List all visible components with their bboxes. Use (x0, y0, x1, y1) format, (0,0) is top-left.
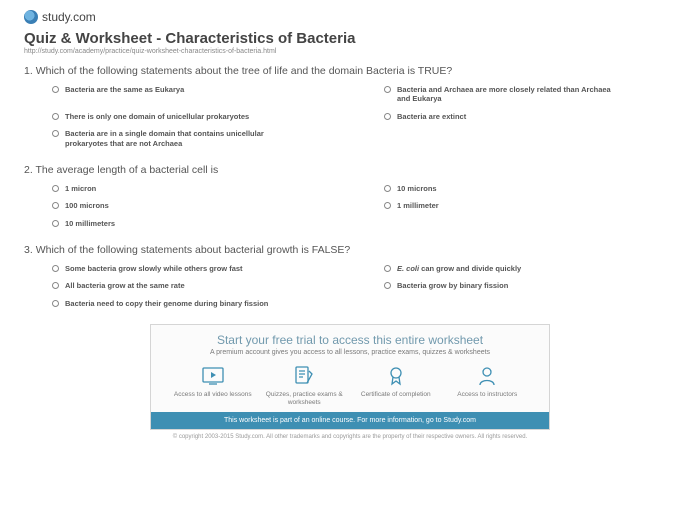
option[interactable]: All bacteria grow at the same rate (52, 281, 344, 290)
radio-icon (384, 86, 391, 93)
radio-icon (384, 265, 391, 272)
option[interactable]: Bacteria are the same as Eukarya (52, 85, 344, 104)
feature-certificate[interactable]: Certificate of completion (356, 364, 436, 406)
radio-icon (52, 86, 59, 93)
option[interactable]: 1 millimeter (384, 201, 676, 210)
promo-subtitle: A premium account gives you access to al… (161, 349, 539, 356)
radio-icon (52, 202, 59, 209)
option-label: E. coli can grow and divide quickly (397, 264, 521, 273)
question-3: 3. Which of the following statements abo… (24, 244, 676, 308)
page-header: study.com Quiz & Worksheet - Characteris… (0, 0, 700, 61)
question-text: 2. The average length of a bacterial cel… (24, 164, 676, 176)
radio-icon (52, 220, 59, 227)
copyright: © copyright 2003-2015 Study.com. All oth… (0, 434, 700, 440)
question-text: 3. Which of the following statements abo… (24, 244, 676, 256)
option-label: 100 microns (65, 201, 109, 210)
option-label: Bacteria are extinct (397, 112, 466, 121)
option[interactable]: There is only one domain of unicellular … (52, 112, 344, 121)
globe-icon (24, 10, 38, 24)
question-2: 2. The average length of a bacterial cel… (24, 164, 676, 228)
option[interactable]: Bacteria are in a single domain that con… (52, 129, 344, 148)
option-label: Bacteria need to copy their genome durin… (65, 299, 268, 308)
option[interactable]: Bacteria grow by binary fission (384, 281, 676, 290)
radio-icon (384, 202, 391, 209)
option[interactable]: 10 microns (384, 184, 676, 193)
option-label: 1 micron (65, 184, 96, 193)
option-label: 10 millimeters (65, 219, 115, 228)
option[interactable]: 100 microns (52, 201, 344, 210)
option-label: Bacteria are the same as Eukarya (65, 85, 184, 94)
brand-logo[interactable]: study.com (24, 10, 676, 24)
option[interactable]: Some bacteria grow slowly while others g… (52, 264, 344, 273)
promo-features: Access to all video lessons Quizzes, pra… (161, 364, 539, 406)
option-label: 1 millimeter (397, 201, 439, 210)
radio-icon (52, 113, 59, 120)
radio-icon (52, 282, 59, 289)
promo-title: Start your free trial to access this ent… (161, 333, 539, 347)
feature-label: Certificate of completion (361, 391, 431, 398)
feature-instructor[interactable]: Access to instructors (447, 364, 527, 406)
radio-icon (52, 265, 59, 272)
option-label: Some bacteria grow slowly while others g… (65, 264, 243, 273)
feature-worksheet[interactable]: Quizzes, practice exams & worksheets (264, 364, 344, 406)
option[interactable]: E. coli can grow and divide quickly (384, 264, 676, 273)
option-label: Bacteria and Archaea are more closely re… (397, 85, 617, 104)
option-label: All bacteria grow at the same rate (65, 281, 185, 290)
certificate-icon (383, 364, 409, 388)
feature-label: Access to instructors (457, 391, 517, 398)
option[interactable]: Bacteria need to copy their genome durin… (52, 299, 344, 308)
option[interactable]: Bacteria are extinct (384, 112, 676, 121)
options-grid: Some bacteria grow slowly while others g… (24, 264, 676, 308)
option-label: Bacteria grow by binary fission (397, 281, 508, 290)
feature-label: Quizzes, practice exams & worksheets (264, 391, 344, 406)
worksheet-icon (291, 364, 317, 388)
page-url: http://study.com/academy/practice/quiz-w… (24, 48, 676, 55)
feature-label: Access to all video lessons (174, 391, 252, 398)
option[interactable]: 1 micron (52, 184, 344, 193)
brand-text: study.com (42, 10, 96, 24)
option[interactable]: Bacteria and Archaea are more closely re… (384, 85, 676, 104)
page-title: Quiz & Worksheet - Characteristics of Ba… (24, 30, 676, 47)
feature-video[interactable]: Access to all video lessons (173, 364, 253, 406)
promo-box: Start your free trial to access this ent… (150, 324, 550, 430)
option-label: Bacteria are in a single domain that con… (65, 129, 285, 148)
promo-container: Start your free trial to access this ent… (0, 324, 700, 430)
option-label: 10 microns (397, 184, 437, 193)
quiz-content: 1. Which of the following statements abo… (0, 61, 700, 308)
video-icon (200, 364, 226, 388)
options-grid: Bacteria are the same as Eukarya Bacteri… (24, 85, 676, 148)
options-grid: 1 micron 10 microns 100 microns 1 millim… (24, 184, 676, 228)
instructor-icon (474, 364, 500, 388)
promo-bar[interactable]: This worksheet is part of an online cour… (151, 412, 549, 429)
radio-icon (384, 282, 391, 289)
option[interactable]: 10 millimeters (52, 219, 344, 228)
question-text: 1. Which of the following statements abo… (24, 65, 676, 77)
radio-icon (52, 185, 59, 192)
option-label: There is only one domain of unicellular … (65, 112, 249, 121)
question-1: 1. Which of the following statements abo… (24, 65, 676, 148)
radio-icon (384, 185, 391, 192)
radio-icon (52, 300, 59, 307)
radio-icon (384, 113, 391, 120)
radio-icon (52, 130, 59, 137)
